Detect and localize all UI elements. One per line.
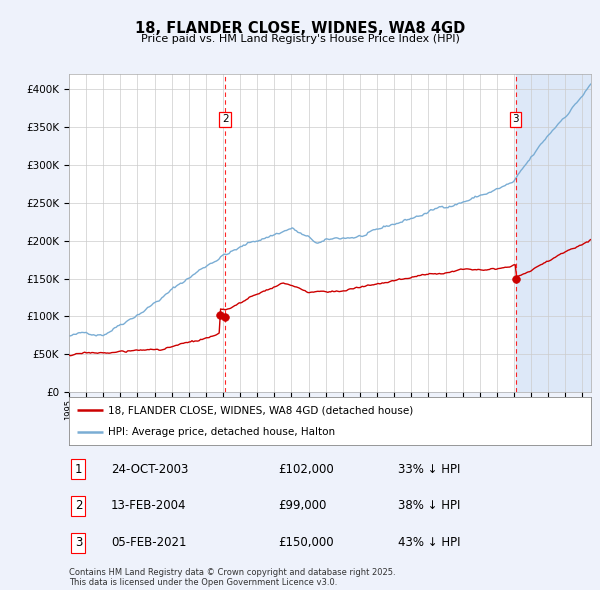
Text: Contains HM Land Registry data © Crown copyright and database right 2025.
This d: Contains HM Land Registry data © Crown c…: [69, 568, 395, 587]
Text: 2: 2: [222, 114, 229, 124]
Text: Price paid vs. HM Land Registry's House Price Index (HPI): Price paid vs. HM Land Registry's House …: [140, 34, 460, 44]
Text: 24-OCT-2003: 24-OCT-2003: [111, 463, 188, 476]
Text: 38% ↓ HPI: 38% ↓ HPI: [398, 499, 460, 513]
Text: HPI: Average price, detached house, Halton: HPI: Average price, detached house, Halt…: [108, 427, 335, 437]
Text: 1: 1: [74, 463, 82, 476]
Text: 05-FEB-2021: 05-FEB-2021: [111, 536, 186, 549]
Text: £102,000: £102,000: [278, 463, 334, 476]
Text: 43% ↓ HPI: 43% ↓ HPI: [398, 536, 460, 549]
Text: 2: 2: [74, 499, 82, 513]
Text: £99,000: £99,000: [278, 499, 326, 513]
Text: 33% ↓ HPI: 33% ↓ HPI: [398, 463, 460, 476]
Text: 18, FLANDER CLOSE, WIDNES, WA8 4GD: 18, FLANDER CLOSE, WIDNES, WA8 4GD: [135, 21, 465, 35]
Text: 3: 3: [512, 114, 519, 124]
Text: 13-FEB-2004: 13-FEB-2004: [111, 499, 186, 513]
Bar: [515, 74, 591, 392]
Text: 18, FLANDER CLOSE, WIDNES, WA8 4GD (detached house): 18, FLANDER CLOSE, WIDNES, WA8 4GD (deta…: [108, 405, 413, 415]
Text: 3: 3: [75, 536, 82, 549]
Text: £150,000: £150,000: [278, 536, 334, 549]
